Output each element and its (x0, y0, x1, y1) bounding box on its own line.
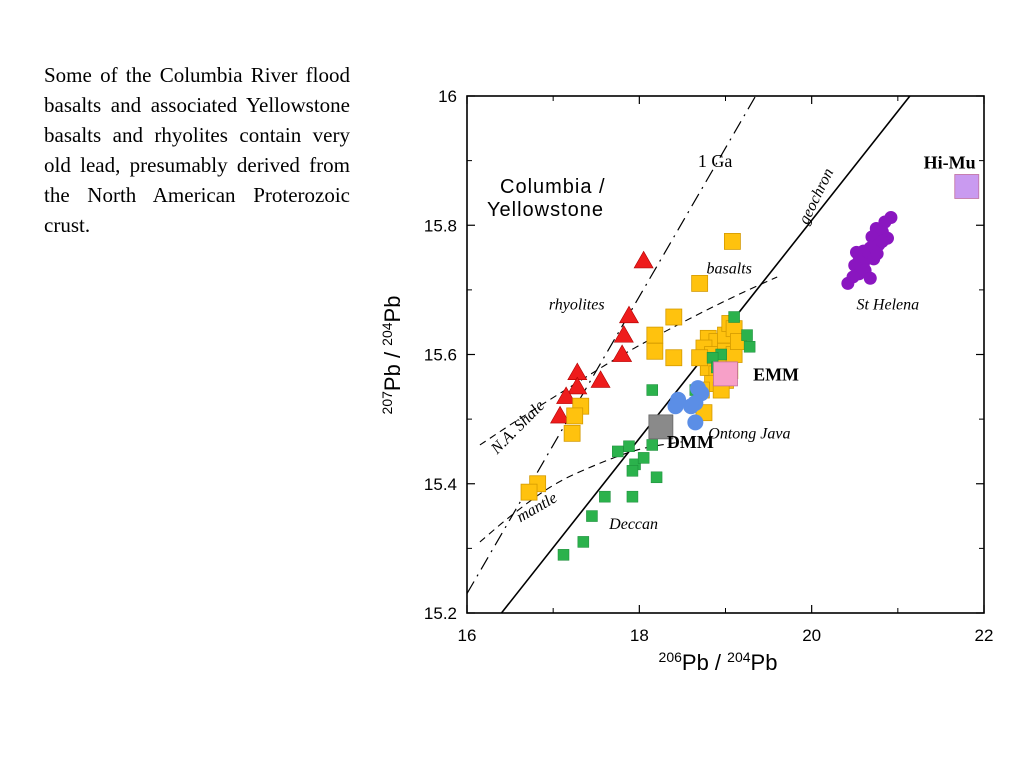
rhyolites-point-3 (612, 344, 633, 362)
rhyolites-point-0 (633, 250, 654, 269)
deccan-point-12 (637, 452, 650, 464)
y-axis-title: 207Pb / 204Pb (379, 296, 405, 415)
hi-mu-label: Hi-Mu (924, 152, 976, 172)
deccan-point-0 (728, 311, 740, 323)
st-helena-point-18 (863, 271, 877, 285)
y-tick-label-1: 15.4 (424, 475, 457, 494)
rhyolites-point-6 (567, 376, 588, 395)
ontong-java-point-5 (667, 398, 684, 415)
y-tick-label-3: 15.8 (424, 216, 457, 235)
rhyolites-point-7 (556, 386, 577, 404)
y-tick-label-2: 15.6 (424, 346, 457, 365)
group-title-line1: Columbia / (500, 176, 606, 198)
deccan-point-1 (741, 329, 753, 341)
deccan-point-15 (626, 490, 639, 503)
emm-marker (713, 361, 738, 387)
x-tick-label-0: 16 (458, 626, 477, 645)
basalts-point-28 (691, 349, 709, 367)
group-title-line2: Yellowstone (487, 199, 604, 221)
annotation-deccan: Deccan (608, 516, 658, 533)
x-axis-title: 206Pb / 204Pb (659, 649, 778, 675)
deccan-point-16 (599, 490, 611, 503)
basalts-point-10 (520, 483, 538, 501)
rhyolites-point-1 (618, 305, 640, 324)
y-tick-label-4: 16 (438, 87, 457, 106)
dmm-label: DMM (667, 432, 714, 452)
annotation-ontong-java: Ontong Java (708, 426, 790, 443)
x-tick-label-2: 20 (802, 626, 821, 645)
basalts-point-7 (566, 407, 584, 425)
basalts-point-0 (723, 233, 741, 250)
deccan-point-10 (612, 445, 624, 458)
st-helena-point-21 (870, 247, 884, 261)
rhyolites-point-4 (590, 370, 611, 388)
st-helena-point-19 (841, 276, 855, 290)
deccan-point-8 (646, 439, 659, 451)
deccan-point-17 (586, 510, 598, 522)
st-helena-point-20 (875, 234, 889, 248)
deccan-point-18 (577, 536, 590, 548)
deccan-point-2 (743, 340, 756, 353)
rhyolites-point-8 (550, 405, 571, 424)
annotation-1-ga: 1 Ga (698, 151, 733, 171)
annotation-n-a-shale: N.A. Shale (487, 397, 548, 458)
deccan-point-13 (626, 465, 639, 477)
dmm-marker (648, 414, 674, 440)
x-tick-label-3: 22 (975, 626, 994, 645)
ontong-java-point-6 (687, 414, 704, 431)
one-ga-line (467, 96, 757, 594)
hi-mu-marker (954, 174, 980, 199)
deccan-point-9 (623, 440, 635, 453)
rhyolites-point-2 (613, 325, 634, 343)
basalts-point-4 (646, 342, 664, 360)
basalts-point-3 (646, 326, 664, 344)
basalts-point-2 (665, 308, 683, 326)
x-tick-label-1: 18 (630, 626, 649, 645)
ontong-java-point-3 (683, 398, 700, 415)
basalts-point-5 (665, 349, 683, 367)
emm-label: EMM (753, 364, 799, 384)
basalts-point-1 (691, 275, 709, 292)
deccan-point-19 (557, 549, 570, 561)
deccan-point-14 (650, 471, 663, 484)
annotation-basalts: basalts (707, 261, 752, 278)
deccan-point-7 (646, 384, 659, 396)
caption-text: Some of the Columbia River flood basalts… (44, 63, 350, 237)
y-tick-label-0: 15.2 (424, 604, 457, 623)
annotation-st-helena: St Helena (856, 296, 919, 313)
basalts-point-8 (563, 424, 581, 442)
annotation-rhyolites: rhyolites (549, 296, 605, 313)
mantle-curve (479, 441, 683, 543)
